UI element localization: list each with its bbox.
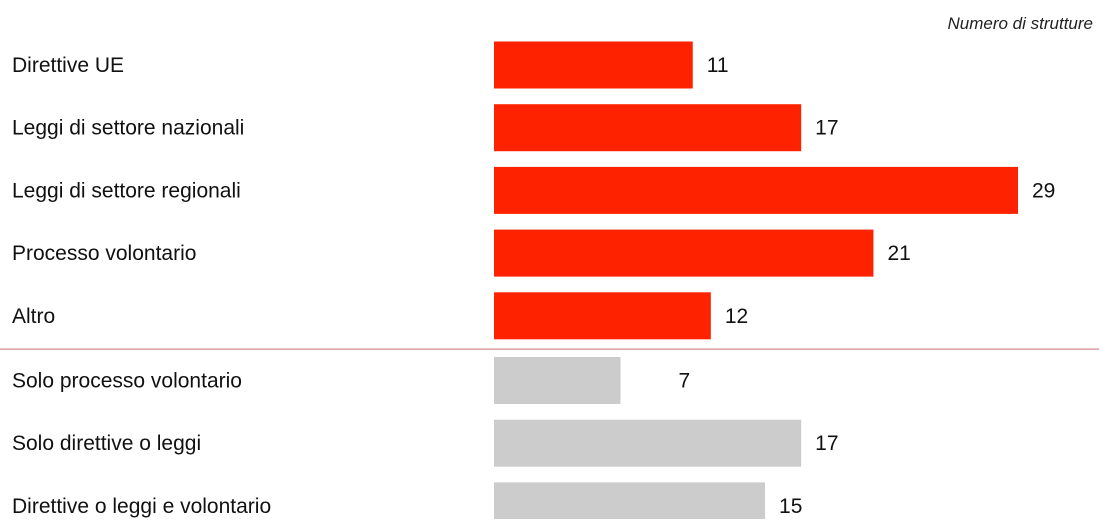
bar	[494, 419, 802, 467]
value-label: 29	[1032, 179, 1055, 202]
unit-label: Numero di strutture	[947, 14, 1094, 33]
category-label: Leggi di settore nazionali	[12, 117, 244, 140]
category-label: Leggi di settore regionali	[12, 179, 241, 202]
bar	[494, 166, 1018, 214]
value-label: 11	[707, 54, 729, 77]
bar	[494, 357, 621, 404]
bar	[494, 292, 711, 340]
category-label: Processo volontario	[12, 242, 196, 265]
category-label: Solo direttive o leggi	[12, 432, 201, 455]
category-label: Direttive UE	[12, 54, 124, 77]
value-label: 7	[678, 370, 690, 393]
category-label: Direttive o leggi e volontario	[12, 495, 271, 518]
value-label: 15	[779, 495, 802, 518]
value-label: 21	[887, 242, 910, 265]
bar	[494, 482, 766, 524]
bar	[494, 229, 874, 277]
value-label: 17	[815, 117, 838, 140]
bar	[494, 104, 802, 152]
value-label: 17	[815, 432, 838, 455]
value-label: 12	[725, 305, 748, 328]
bar	[494, 41, 693, 89]
category-label: Altro	[12, 305, 55, 328]
category-label: Solo processo volontario	[12, 370, 242, 393]
